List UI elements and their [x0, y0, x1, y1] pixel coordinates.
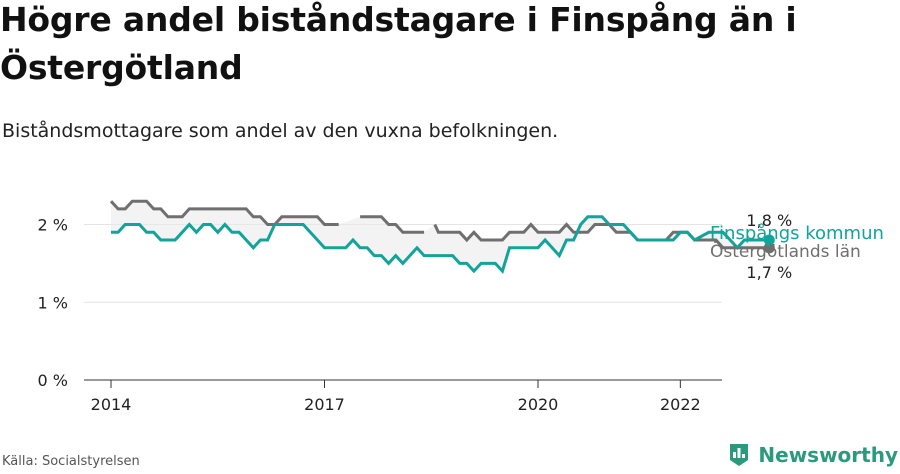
axes: 0 % 1 % 2 % 2014 2017 2020 2022	[38, 216, 722, 414]
brand-name: Newsworthy	[758, 443, 898, 467]
end-value-ostergotland: 1,7 %	[746, 263, 792, 282]
x-tick-label: 2020	[518, 395, 559, 414]
series-line-ostergotland	[109, 199, 339, 226]
end-value-finspang: 1,8 %	[746, 211, 792, 230]
x-tick-label: 2022	[660, 395, 701, 414]
series-lines	[109, 199, 775, 275]
end-dot-finspang	[763, 234, 775, 246]
source-note: Källa: Socialstyrelsen	[2, 454, 140, 469]
x-tick-label: 2017	[304, 395, 345, 414]
series-name-ostergotland: Östergötlands län	[710, 240, 861, 262]
newsworthy-icon	[730, 444, 749, 466]
chart-subtitle: Biståndsmottagare som andel av den vuxna…	[2, 120, 559, 142]
difference-area	[111, 201, 770, 272]
end-dot-ostergotland	[763, 242, 775, 254]
y-tick-label: 2 %	[38, 216, 68, 235]
x-tick-label: 2014	[91, 395, 132, 414]
series-line-finspang	[111, 215, 770, 275]
y-tick-label: 1 %	[38, 293, 68, 312]
chart-title: Högre andel biståndstagare i Finspång än…	[0, 0, 797, 87]
y-tick-label: 0 %	[38, 371, 68, 390]
brand-logo: Newsworthy	[728, 442, 898, 468]
difference-band	[111, 201, 770, 272]
series-labels: 1,8 % 1,7 % Finspångs kommunÖstergötlands …	[710, 211, 884, 282]
series-name-finspang: Finspångs kommun	[710, 223, 884, 244]
series-line-ostergotland	[360, 215, 425, 234]
